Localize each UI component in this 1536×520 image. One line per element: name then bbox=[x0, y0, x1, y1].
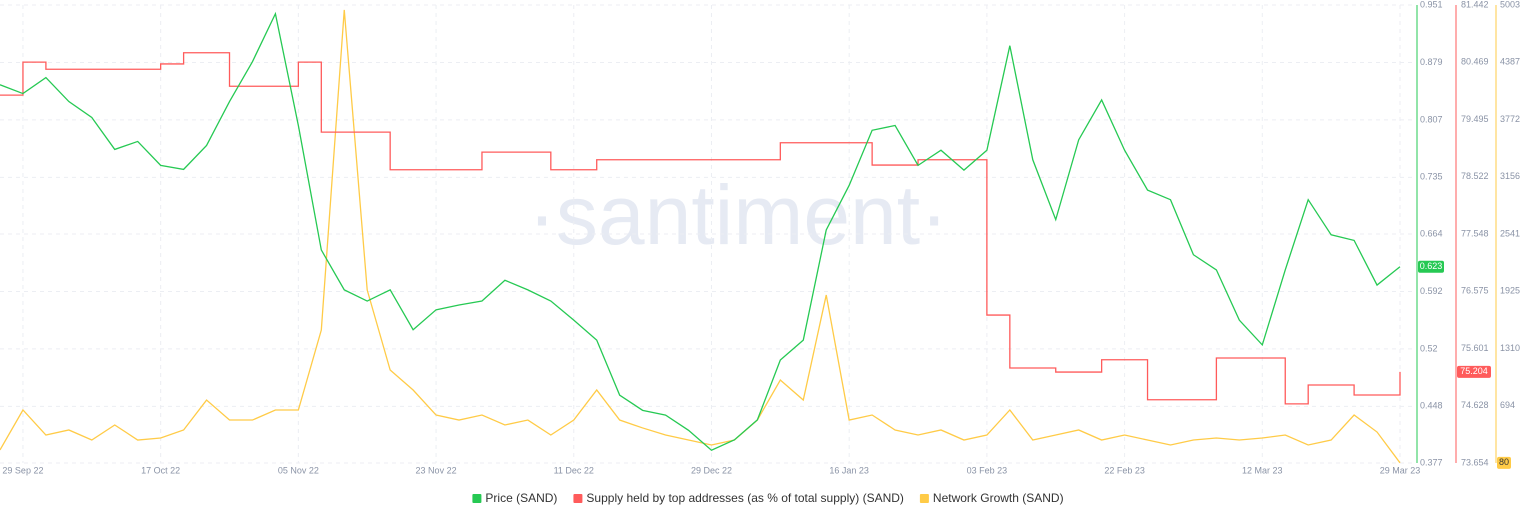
y-tick-label: 81.442 bbox=[1461, 0, 1489, 9]
x-tick-label: 22 Feb 23 bbox=[1104, 465, 1145, 475]
y-tick-label: 73.654 bbox=[1461, 457, 1489, 467]
x-tick-label: 17 Oct 22 bbox=[141, 465, 180, 475]
y-tick-label: 0.377 bbox=[1420, 457, 1443, 467]
y-tick-label: 77.548 bbox=[1461, 228, 1489, 238]
value-label: 75.204 bbox=[1460, 366, 1488, 376]
legend: Price (SAND) Supply held by top addresses… bbox=[472, 491, 1064, 505]
y-tick-label: 0.951 bbox=[1420, 0, 1443, 9]
value-badge bbox=[1497, 456, 1511, 469]
y-tick-label: 0.879 bbox=[1420, 57, 1443, 67]
y-tick-label: 0.592 bbox=[1420, 286, 1443, 296]
x-tick-label: 29 Dec 22 bbox=[691, 465, 732, 475]
x-tick-label: 05 Nov 22 bbox=[278, 465, 319, 475]
x-tick-label: 16 Jan 23 bbox=[829, 465, 869, 475]
series-line bbox=[0, 9, 1401, 464]
y-tick-label: 76.575 bbox=[1461, 286, 1489, 296]
y-tick-label: 3772 bbox=[1500, 114, 1520, 124]
x-tick-label: 12 Mar 23 bbox=[1242, 465, 1283, 475]
y-tick-label: 0.52 bbox=[1420, 343, 1438, 353]
x-tick-label: 29 Mar 23 bbox=[1380, 465, 1421, 475]
series-line bbox=[0, 11, 1401, 451]
y-tick-label: 5003 bbox=[1500, 0, 1520, 9]
legend-label: Network Growth (SAND) bbox=[933, 491, 1064, 505]
value-label: 0.623 bbox=[1420, 261, 1443, 271]
y-tick-label: 79.495 bbox=[1461, 114, 1489, 124]
value-label: 80 bbox=[1499, 457, 1509, 467]
series-line bbox=[0, 52, 1401, 405]
value-badge bbox=[1418, 260, 1444, 273]
y-tick-label: 694 bbox=[1500, 400, 1515, 410]
y-tick-label: 80.469 bbox=[1461, 57, 1489, 67]
watermark: ·santiment· bbox=[528, 168, 948, 262]
legend-swatch bbox=[472, 494, 482, 503]
y-tick-label: 74.628 bbox=[1461, 400, 1489, 410]
y-tick-label: 0.735 bbox=[1420, 172, 1443, 182]
y-tick-label: 78.522 bbox=[1461, 171, 1489, 181]
y-tick-label: 3156 bbox=[1500, 171, 1520, 181]
y-tick-label: 75.601 bbox=[1461, 343, 1489, 353]
y-tick-label: 4387 bbox=[1500, 57, 1520, 67]
x-tick-label: 11 Dec 22 bbox=[554, 465, 594, 475]
value-badge bbox=[1457, 365, 1491, 378]
y-tick-label: 1310 bbox=[1500, 343, 1520, 353]
legend-label: Supply held by top addresses (as % of to… bbox=[586, 491, 903, 505]
legend-swatch bbox=[919, 494, 929, 503]
y-tick-label: 1925 bbox=[1500, 286, 1520, 296]
x-tick-label: 03 Feb 23 bbox=[967, 465, 1008, 475]
y-tick-label: 2541 bbox=[1500, 228, 1520, 238]
legend-label: Price (SAND) bbox=[485, 491, 557, 505]
legend-swatch bbox=[573, 494, 583, 503]
x-tick-label: 23 Nov 22 bbox=[416, 465, 457, 475]
y-tick-label: 0.664 bbox=[1420, 228, 1443, 238]
y-tick-label: 0.448 bbox=[1420, 401, 1443, 411]
y-tick-label: 0.807 bbox=[1420, 114, 1443, 124]
x-tick-label: 29 Sep 22 bbox=[2, 465, 43, 475]
